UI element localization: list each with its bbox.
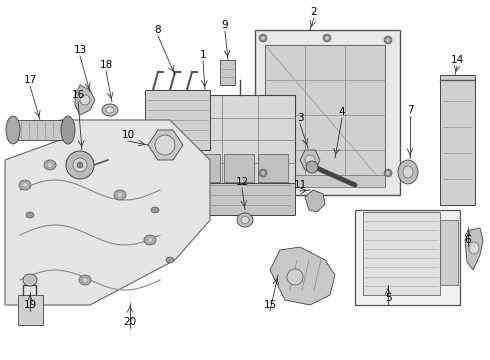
Ellipse shape bbox=[144, 235, 156, 245]
Text: 8: 8 bbox=[155, 25, 161, 35]
Bar bbox=[363, 212, 440, 295]
Ellipse shape bbox=[155, 135, 175, 155]
Bar bbox=[440, 75, 475, 205]
Text: 17: 17 bbox=[24, 75, 37, 85]
Ellipse shape bbox=[6, 116, 20, 144]
Ellipse shape bbox=[259, 34, 267, 42]
Ellipse shape bbox=[259, 169, 267, 177]
Ellipse shape bbox=[22, 183, 28, 188]
Text: 7: 7 bbox=[407, 105, 413, 115]
Ellipse shape bbox=[237, 213, 253, 227]
Ellipse shape bbox=[66, 151, 94, 179]
Text: 5: 5 bbox=[385, 293, 392, 303]
Ellipse shape bbox=[106, 107, 114, 113]
Ellipse shape bbox=[23, 274, 37, 286]
Ellipse shape bbox=[102, 104, 118, 116]
Polygon shape bbox=[300, 150, 320, 170]
Polygon shape bbox=[165, 135, 185, 175]
Ellipse shape bbox=[77, 162, 83, 168]
Text: 10: 10 bbox=[122, 130, 135, 140]
Ellipse shape bbox=[147, 238, 153, 243]
Ellipse shape bbox=[261, 36, 265, 40]
Text: 20: 20 bbox=[123, 317, 137, 327]
Text: 11: 11 bbox=[294, 180, 307, 190]
Ellipse shape bbox=[151, 207, 159, 213]
Ellipse shape bbox=[386, 171, 390, 175]
Bar bbox=[258, 154, 288, 182]
Text: 12: 12 bbox=[235, 177, 248, 187]
Text: 16: 16 bbox=[72, 90, 85, 100]
Text: 1: 1 bbox=[200, 50, 206, 60]
Bar bbox=[355, 210, 460, 305]
Ellipse shape bbox=[26, 212, 34, 218]
Bar bbox=[185, 183, 295, 215]
Ellipse shape bbox=[44, 160, 56, 170]
Polygon shape bbox=[5, 120, 210, 305]
Ellipse shape bbox=[82, 278, 88, 283]
Ellipse shape bbox=[306, 161, 318, 173]
Text: 13: 13 bbox=[74, 45, 87, 55]
Ellipse shape bbox=[114, 190, 126, 200]
Ellipse shape bbox=[386, 38, 390, 42]
Polygon shape bbox=[465, 228, 483, 270]
Bar bbox=[265, 175, 385, 187]
Bar bbox=[255, 30, 400, 195]
Text: 15: 15 bbox=[264, 300, 277, 310]
Text: 3: 3 bbox=[296, 113, 303, 123]
Bar bbox=[440, 220, 458, 285]
Ellipse shape bbox=[76, 172, 84, 178]
Text: 4: 4 bbox=[339, 107, 345, 117]
Ellipse shape bbox=[117, 193, 123, 198]
Text: 2: 2 bbox=[311, 7, 318, 17]
Bar bbox=[220, 60, 235, 85]
Bar bbox=[145, 90, 210, 150]
Ellipse shape bbox=[305, 155, 315, 165]
Ellipse shape bbox=[384, 36, 392, 44]
Text: 14: 14 bbox=[450, 55, 464, 65]
Bar bbox=[18, 295, 43, 325]
Ellipse shape bbox=[403, 166, 413, 178]
Ellipse shape bbox=[261, 171, 265, 175]
Polygon shape bbox=[148, 130, 183, 160]
Ellipse shape bbox=[398, 160, 418, 184]
Ellipse shape bbox=[80, 95, 90, 105]
Bar bbox=[224, 154, 254, 182]
Text: 18: 18 bbox=[99, 60, 113, 70]
Ellipse shape bbox=[469, 242, 479, 254]
Ellipse shape bbox=[61, 116, 75, 144]
Ellipse shape bbox=[79, 275, 91, 285]
Bar bbox=[13, 120, 68, 140]
Bar bbox=[265, 45, 385, 185]
Ellipse shape bbox=[19, 180, 31, 190]
Ellipse shape bbox=[384, 169, 392, 177]
Ellipse shape bbox=[47, 162, 53, 167]
Bar bbox=[190, 154, 220, 182]
Polygon shape bbox=[75, 85, 95, 115]
Ellipse shape bbox=[323, 34, 331, 42]
Ellipse shape bbox=[325, 36, 329, 40]
Polygon shape bbox=[270, 247, 335, 305]
Ellipse shape bbox=[241, 216, 249, 224]
Ellipse shape bbox=[287, 269, 303, 285]
Bar bbox=[185, 95, 295, 185]
Text: 19: 19 bbox=[24, 300, 37, 310]
Ellipse shape bbox=[73, 158, 87, 172]
Polygon shape bbox=[305, 190, 325, 212]
Ellipse shape bbox=[166, 257, 174, 263]
Text: 9: 9 bbox=[221, 20, 228, 30]
Text: 6: 6 bbox=[465, 235, 471, 245]
